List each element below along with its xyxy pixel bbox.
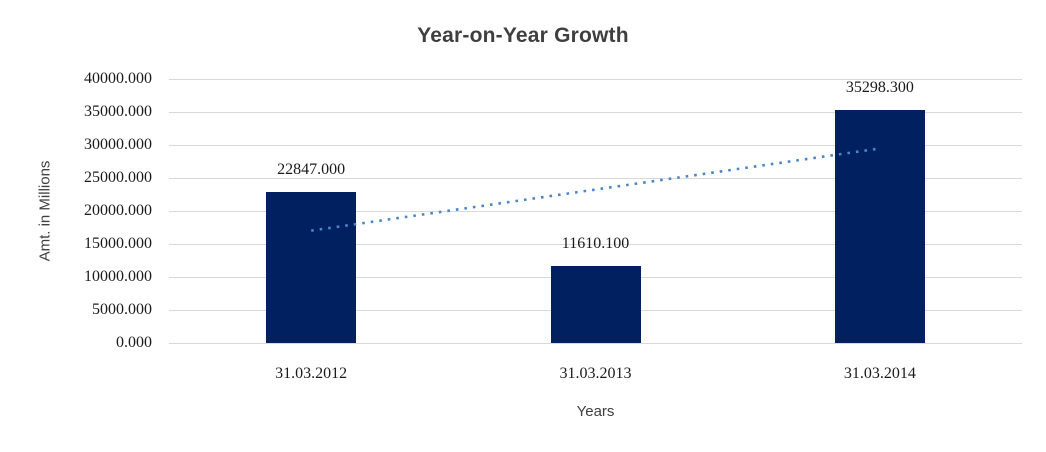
y-axis-tick-label: 20000.000 xyxy=(84,202,152,219)
frame-border-right xyxy=(1038,4,1040,445)
plot-area: 22847.000 11610.100 35298.300 xyxy=(169,78,1022,344)
x-axis-tick-label: 31.03.2012 xyxy=(275,365,348,382)
frame-border-top xyxy=(0,0,1046,5)
trendline xyxy=(310,147,881,232)
y-axis-tick-label: 5000.000 xyxy=(92,301,152,318)
data-label: 35298.300 xyxy=(845,79,914,97)
frame-border-bottom xyxy=(1,443,1040,445)
y-axis-tick-label: 25000.000 xyxy=(84,169,152,186)
y-axis-tick-label: 40000.000 xyxy=(84,70,152,87)
y-axis-tick-label: 15000.000 xyxy=(84,235,152,252)
y-axis-tick-label: 30000.000 xyxy=(84,136,152,153)
x-axis-tick-label: 31.03.2013 xyxy=(559,365,632,382)
gridline xyxy=(169,243,1022,245)
gridline xyxy=(169,210,1022,212)
gridline xyxy=(169,78,1022,80)
bar xyxy=(550,266,641,343)
data-label: 11610.100 xyxy=(561,235,630,253)
gridline xyxy=(169,144,1022,146)
y-axis-tick-label: 10000.000 xyxy=(84,268,152,285)
gridline xyxy=(169,177,1022,179)
gridline xyxy=(169,111,1022,113)
bar xyxy=(834,110,925,343)
x-axis-tick-label: 31.03.2014 xyxy=(843,365,916,382)
data-label: 22847.000 xyxy=(277,161,346,179)
x-axis-title: Years xyxy=(576,403,615,420)
bar xyxy=(266,192,357,343)
gridline xyxy=(169,342,1022,344)
y-axis-tick-label: 35000.000 xyxy=(84,103,152,120)
y-axis-tick-label: 0.000 xyxy=(116,334,152,351)
chart-title: Year-on-Year Growth xyxy=(417,24,629,47)
frame-border-left xyxy=(1,0,3,445)
